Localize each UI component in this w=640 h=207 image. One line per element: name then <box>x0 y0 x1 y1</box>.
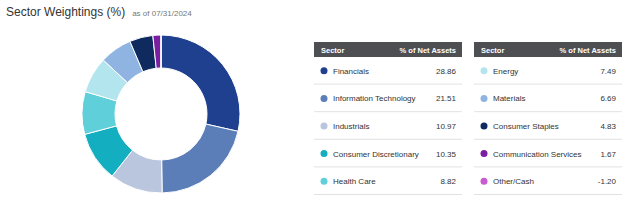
legend-label: Consumer Staples <box>493 122 559 131</box>
legend-row: Communication Services 1.67 <box>474 150 622 167</box>
row-separator <box>474 166 622 167</box>
legend-swatch <box>481 123 488 130</box>
legend-swatch <box>321 123 328 130</box>
row-separator <box>474 139 622 140</box>
row-separator <box>474 111 622 112</box>
legend-label: Energy <box>493 67 518 76</box>
legend-label: Financials <box>333 67 369 76</box>
slice <box>161 35 240 131</box>
slice <box>162 124 238 193</box>
legend-label: Other/Cash <box>493 177 534 186</box>
legend-row: Financials 28.86 <box>314 67 462 84</box>
legend-row: Consumer Staples 4.83 <box>474 122 622 139</box>
legend-label: Information Technology <box>333 94 416 103</box>
value-label: 7.49 <box>600 67 616 76</box>
column-header: % of Net Assets <box>560 46 616 55</box>
column-header: % of Net Assets <box>400 46 456 55</box>
column-header: Sector <box>321 46 344 55</box>
row-separator <box>314 194 462 195</box>
row-separator <box>314 166 462 167</box>
legend-label: Health Care <box>333 177 376 186</box>
legend-swatch <box>481 178 488 185</box>
legend-row: Industrials 10.97 <box>314 122 462 139</box>
row-separator <box>314 139 462 140</box>
legend-label: Consumer Discretionary <box>333 150 419 159</box>
slice <box>153 35 161 68</box>
row-separator <box>474 84 622 85</box>
column-header: Sector <box>481 46 504 55</box>
slice <box>161 35 162 68</box>
donut <box>82 35 240 193</box>
slice <box>85 126 133 176</box>
value-label: 8.82 <box>440 177 456 186</box>
legend-label: Industrials <box>333 122 369 131</box>
value-label: 10.35 <box>436 150 457 159</box>
legend-swatch <box>481 150 488 157</box>
legend-swatch <box>321 95 328 102</box>
legend-label: Communication Services <box>493 150 581 159</box>
legend-swatch <box>481 67 488 74</box>
row-separator <box>474 194 622 195</box>
value-label: 6.69 <box>600 94 616 103</box>
value-label: 28.86 <box>436 67 457 76</box>
legend-label: Materials <box>493 94 525 103</box>
value-label: -1.20 <box>598 177 617 186</box>
subtitle: as of 07/31/2024 <box>132 9 192 18</box>
slice <box>130 35 156 71</box>
table-header <box>314 42 462 57</box>
legend-row: Energy 7.49 <box>474 67 622 84</box>
legend-swatch <box>481 95 488 102</box>
legend-row: Other/Cash -1.20 <box>474 177 622 194</box>
legend-swatch <box>321 178 328 185</box>
legend-table: Sector % of Net Assets Energy 7.49 Materials… <box>474 42 622 195</box>
legend-row: Information Technology 21.51 <box>314 94 462 111</box>
legend-table: Sector % of Net Assets Financials 28.86 Info… <box>314 42 462 195</box>
value-label: 21.51 <box>436 94 457 103</box>
legend-row: Consumer Discretionary 10.35 <box>314 150 462 167</box>
legend-row: Materials 6.69 <box>474 94 622 111</box>
row-separator <box>314 111 462 112</box>
chart: Sector Weightings (%) as of 07/31/2024 Sec… <box>0 0 640 207</box>
value-label: 10.97 <box>436 122 457 131</box>
legend-row: Health Care 8.82 <box>314 177 462 194</box>
value-label: 4.83 <box>600 122 616 131</box>
legend-swatch <box>321 150 328 157</box>
row-separator <box>314 84 462 85</box>
title: Sector Weightings (%) <box>6 5 125 19</box>
value-label: 1.67 <box>600 150 616 159</box>
table-header <box>474 42 622 57</box>
legend-swatch <box>321 67 328 74</box>
